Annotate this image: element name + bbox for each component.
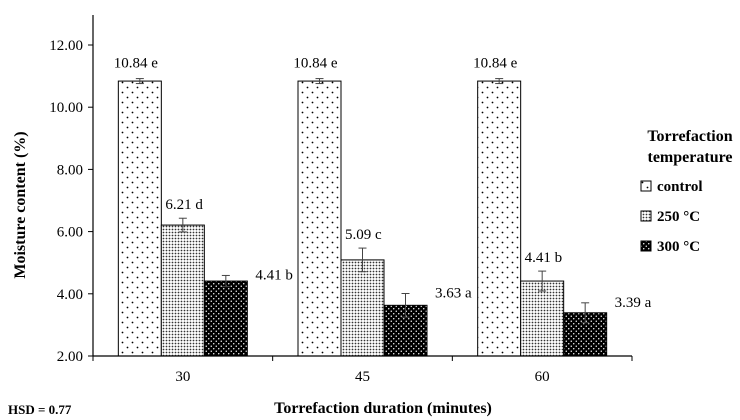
y-axis-title: Moisture content (%) bbox=[12, 131, 29, 278]
x-axis-title: Torrefaction duration (minutes) bbox=[274, 400, 492, 417]
hsd-note: HSD = 0.77 bbox=[8, 402, 72, 417]
data-label: 10.84 e bbox=[473, 56, 518, 72]
data-label: 3.39 a bbox=[615, 295, 652, 311]
y-tick-label: 8.00 bbox=[57, 162, 83, 178]
legend: Torrefaction temperature control 250 °C … bbox=[640, 128, 733, 255]
legend-label-300c: 300 °C bbox=[657, 239, 700, 255]
legend-label-control: control bbox=[657, 179, 703, 195]
bar-0-2 bbox=[477, 80, 522, 357]
y-tick-label: 6.00 bbox=[57, 225, 83, 241]
data-label: 5.09 c bbox=[345, 227, 382, 243]
data-label: 6.21 d bbox=[165, 197, 203, 213]
x-tick-label: 45 bbox=[355, 369, 370, 385]
data-label: 10.84 e bbox=[114, 56, 159, 72]
legend-swatch-250c bbox=[640, 210, 652, 222]
legend-title-line-1: Torrefaction bbox=[647, 128, 732, 145]
bar-0-1 bbox=[297, 80, 342, 357]
bar-0-0 bbox=[117, 80, 162, 357]
bar-2-0 bbox=[203, 280, 248, 357]
x-axis-ticks: 30 45 60 bbox=[92, 356, 633, 385]
bars-group bbox=[117, 80, 608, 357]
bar-1-2 bbox=[520, 280, 565, 357]
legend-swatch-control bbox=[640, 180, 652, 192]
data-label: 10.84 e bbox=[293, 56, 338, 72]
data-label: 3.63 a bbox=[435, 285, 472, 301]
y-tick-label: 12.00 bbox=[49, 38, 83, 54]
x-tick-label: 30 bbox=[175, 369, 190, 385]
y-axis-ticks: 2.00 4.00 6.00 8.00 10.00 12.00 bbox=[49, 38, 93, 365]
error-bars-group bbox=[135, 78, 590, 324]
data-labels-group: 10.84 e 10.84 e 10.84 e 6.21 d 5.09 c 4.41 b 4… bbox=[114, 56, 652, 311]
y-tick-label: 10.00 bbox=[49, 100, 83, 116]
y-tick-label: 2.00 bbox=[57, 349, 83, 365]
legend-title-line-2: temperature bbox=[648, 149, 733, 166]
bar-1-0 bbox=[160, 224, 205, 357]
data-label: 4.41 b bbox=[525, 250, 563, 266]
data-label: 4.41 b bbox=[255, 267, 292, 283]
legend-swatch-300c bbox=[640, 240, 652, 252]
x-tick-label: 60 bbox=[535, 369, 550, 385]
bar-1-1 bbox=[340, 259, 385, 357]
y-tick-label: 4.00 bbox=[57, 287, 83, 303]
legend-label-250c: 250 °C bbox=[657, 209, 700, 225]
